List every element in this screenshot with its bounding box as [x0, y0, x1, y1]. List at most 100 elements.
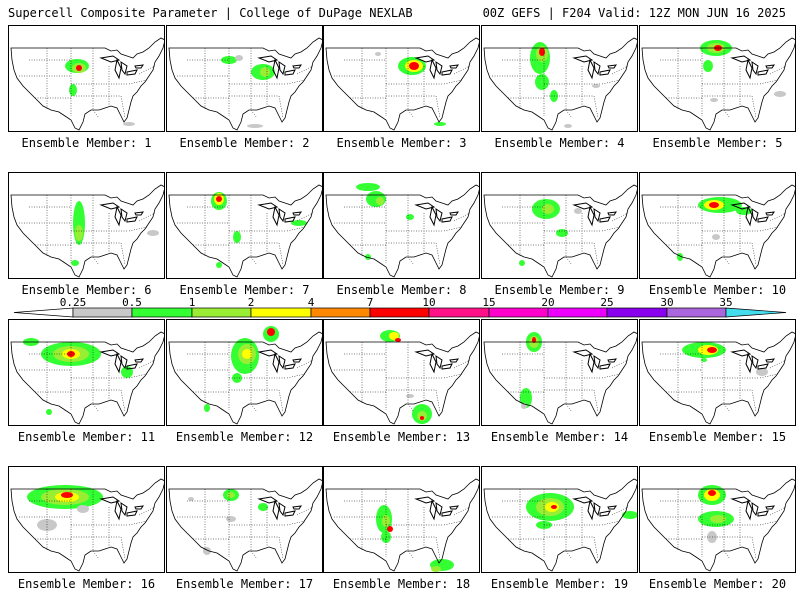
- scp-contour-fill: [258, 503, 268, 511]
- great-lake: [751, 354, 759, 370]
- scp-contour-fill: [76, 65, 82, 71]
- ensemble-member-label: Ensemble Member: 11: [17, 430, 156, 444]
- member-map-svg: [168, 326, 322, 425]
- great-lake: [126, 510, 138, 517]
- great-lake: [126, 69, 138, 76]
- scp-contour-fill: [710, 515, 726, 523]
- member-map-svg: [10, 184, 164, 278]
- state-border: [593, 95, 599, 119]
- great-lake: [292, 64, 303, 69]
- great-lake: [730, 349, 752, 357]
- ensemble-member-map: [166, 172, 323, 279]
- scp-contour-fill: [75, 225, 83, 241]
- ensemble-member-map: [166, 319, 323, 426]
- coastline-outline: [10, 478, 164, 572]
- great-lake: [278, 207, 286, 223]
- great-lake: [765, 358, 776, 363]
- great-lake: [587, 499, 595, 521]
- member-map-svg: [641, 184, 795, 278]
- great-lake: [257, 202, 279, 210]
- run-valid-time: 00Z GEFS | F204 Valid: 12Z MON JUN 16 20…: [482, 6, 786, 20]
- colorbar-swatch: [666, 307, 727, 318]
- great-lake: [114, 205, 122, 227]
- state-border: [723, 109, 731, 119]
- colorbar-swatch: [310, 307, 371, 318]
- great-lake: [449, 64, 460, 69]
- state-border: [296, 212, 314, 222]
- great-lake: [120, 60, 128, 76]
- coastline-outline: [641, 331, 795, 425]
- great-lake: [429, 58, 437, 80]
- state-border: [443, 79, 463, 85]
- great-lake: [441, 216, 453, 223]
- ensemble-member-map: [481, 319, 638, 426]
- state-border: [751, 389, 757, 413]
- state-border: [723, 403, 731, 413]
- state-border: [92, 403, 100, 413]
- ensemble-member-label: Ensemble Member: 7: [179, 283, 310, 297]
- scp-contour-fill: [242, 349, 252, 359]
- scp-contour-fill: [519, 260, 525, 266]
- coastline-outline: [10, 184, 164, 278]
- state-border: [92, 256, 100, 266]
- scp-contour-fill: [291, 220, 307, 226]
- great-lake: [757, 510, 769, 517]
- scp-contour-fill: [708, 490, 716, 496]
- scp-contour-fill: [221, 56, 237, 64]
- state-border: [611, 212, 629, 222]
- colorbar-tick-label: 10: [422, 296, 435, 309]
- great-lake: [572, 202, 594, 210]
- ensemble-member-label: Ensemble Member: 15: [648, 430, 787, 444]
- ensemble-member-map: [8, 25, 165, 132]
- ensemble-member-label: Ensemble Member: 18: [332, 577, 471, 591]
- coastline-outline: [168, 37, 322, 131]
- state-border: [611, 359, 629, 369]
- scp-contour-fill: [409, 62, 419, 70]
- ensemble-member-label: Ensemble Member: 13: [332, 430, 471, 444]
- great-lake: [435, 60, 443, 76]
- member-map-svg: [641, 37, 795, 131]
- ensemble-member-label: Ensemble Member: 19: [490, 577, 629, 591]
- state-border: [601, 79, 621, 85]
- scp-contour-fill: [365, 254, 371, 260]
- state-border: [92, 550, 100, 560]
- great-lake: [257, 496, 279, 504]
- great-lake: [607, 64, 618, 69]
- scp-contour-fill: [701, 358, 707, 362]
- scp-contour-fill: [69, 84, 77, 96]
- state-border: [120, 536, 126, 560]
- great-lake: [284, 363, 296, 370]
- great-lake: [730, 496, 752, 504]
- great-lake: [730, 55, 752, 63]
- great-lake: [765, 64, 776, 69]
- great-lake: [429, 352, 437, 374]
- ensemble-member-label: Ensemble Member: 16: [17, 577, 156, 591]
- ensemble-member-map: [8, 466, 165, 573]
- scp-contour-fill: [387, 526, 393, 532]
- ensemble-member-map: [481, 25, 638, 132]
- state-border: [593, 536, 599, 560]
- colorbar-tick-label: 0.25: [60, 296, 87, 309]
- ensemble-member-map: [481, 466, 638, 573]
- ensemble-member-label: Ensemble Member: 4: [494, 136, 625, 150]
- scp-contour-fill: [147, 230, 159, 236]
- ensemble-member-label: Ensemble Member: 6: [21, 283, 152, 297]
- state-border: [286, 373, 306, 379]
- scp-contour-fill: [709, 202, 719, 208]
- state-border: [453, 65, 471, 75]
- coastline-outline: [168, 478, 322, 572]
- great-lake: [134, 211, 145, 216]
- great-lake: [441, 363, 453, 370]
- state-border: [723, 550, 731, 560]
- great-lake: [99, 349, 121, 357]
- great-lake: [272, 205, 280, 227]
- great-lake: [593, 354, 601, 370]
- member-map-svg: [10, 478, 164, 572]
- state-border: [278, 242, 284, 266]
- ensemble-member-label: Ensemble Member: 20: [648, 577, 787, 591]
- scp-contour-fill: [406, 394, 414, 398]
- member-map-svg: [483, 331, 637, 425]
- scp-contour-fill: [260, 67, 270, 77]
- state-border: [407, 256, 415, 266]
- state-border: [138, 359, 156, 369]
